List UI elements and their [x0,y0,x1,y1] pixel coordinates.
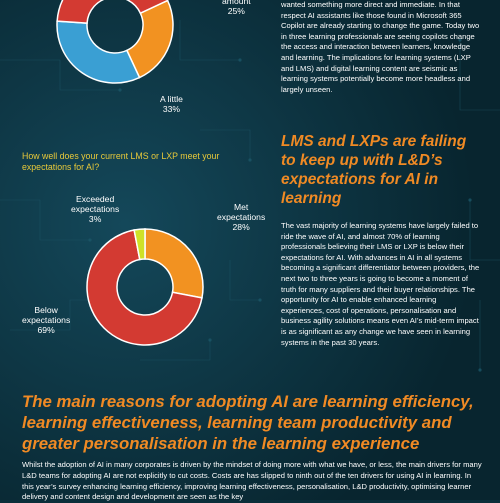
chart2-label-exceeded: Exceeded expectations 3% [71,194,120,224]
chart1-label-amount: amount 25% [222,0,251,16]
main-heading-adoption-reasons: The main reasons for adopting AI are lea… [22,392,474,453]
bottom-paragraph: Whilst the adoption of AI in many corpor… [22,460,482,502]
section-heading-lms: LMS and LXPs are failing to keep up with… [281,133,467,207]
donut-chart-ai-usage [56,0,174,84]
chart1-slice-a-little [56,20,141,84]
chart1-pct-amount: 25% [227,6,245,16]
chart2-pct-below: 69% [37,325,55,335]
chart2-slice-met-expectations [144,228,204,299]
chart2-pct-met: 28% [232,222,250,232]
chart1-pct-a-little: 33% [162,104,181,114]
chart1-label-a-little: A little 33% [160,94,183,114]
chart2-pct-exceeded: 3% [88,214,102,224]
chart2-slice-exceeded-expectations [133,228,146,261]
donut-chart-lms-expectations [86,228,204,346]
chart2-label-met: Met expectations 28% [217,202,266,232]
lms-body-paragraph: The vast majority of learning systems ha… [281,221,480,347]
chart2-slice-below-expectations [86,229,203,346]
chart2-label-below: Below expectations 69% [22,305,71,335]
chart2-question: How well does your current LMS or LXP me… [22,151,220,172]
chart1-slice-other [56,0,169,24]
chart1-slice-amount [125,0,174,79]
intro-paragraph: wanted something more direct and immedia… [281,0,480,94]
